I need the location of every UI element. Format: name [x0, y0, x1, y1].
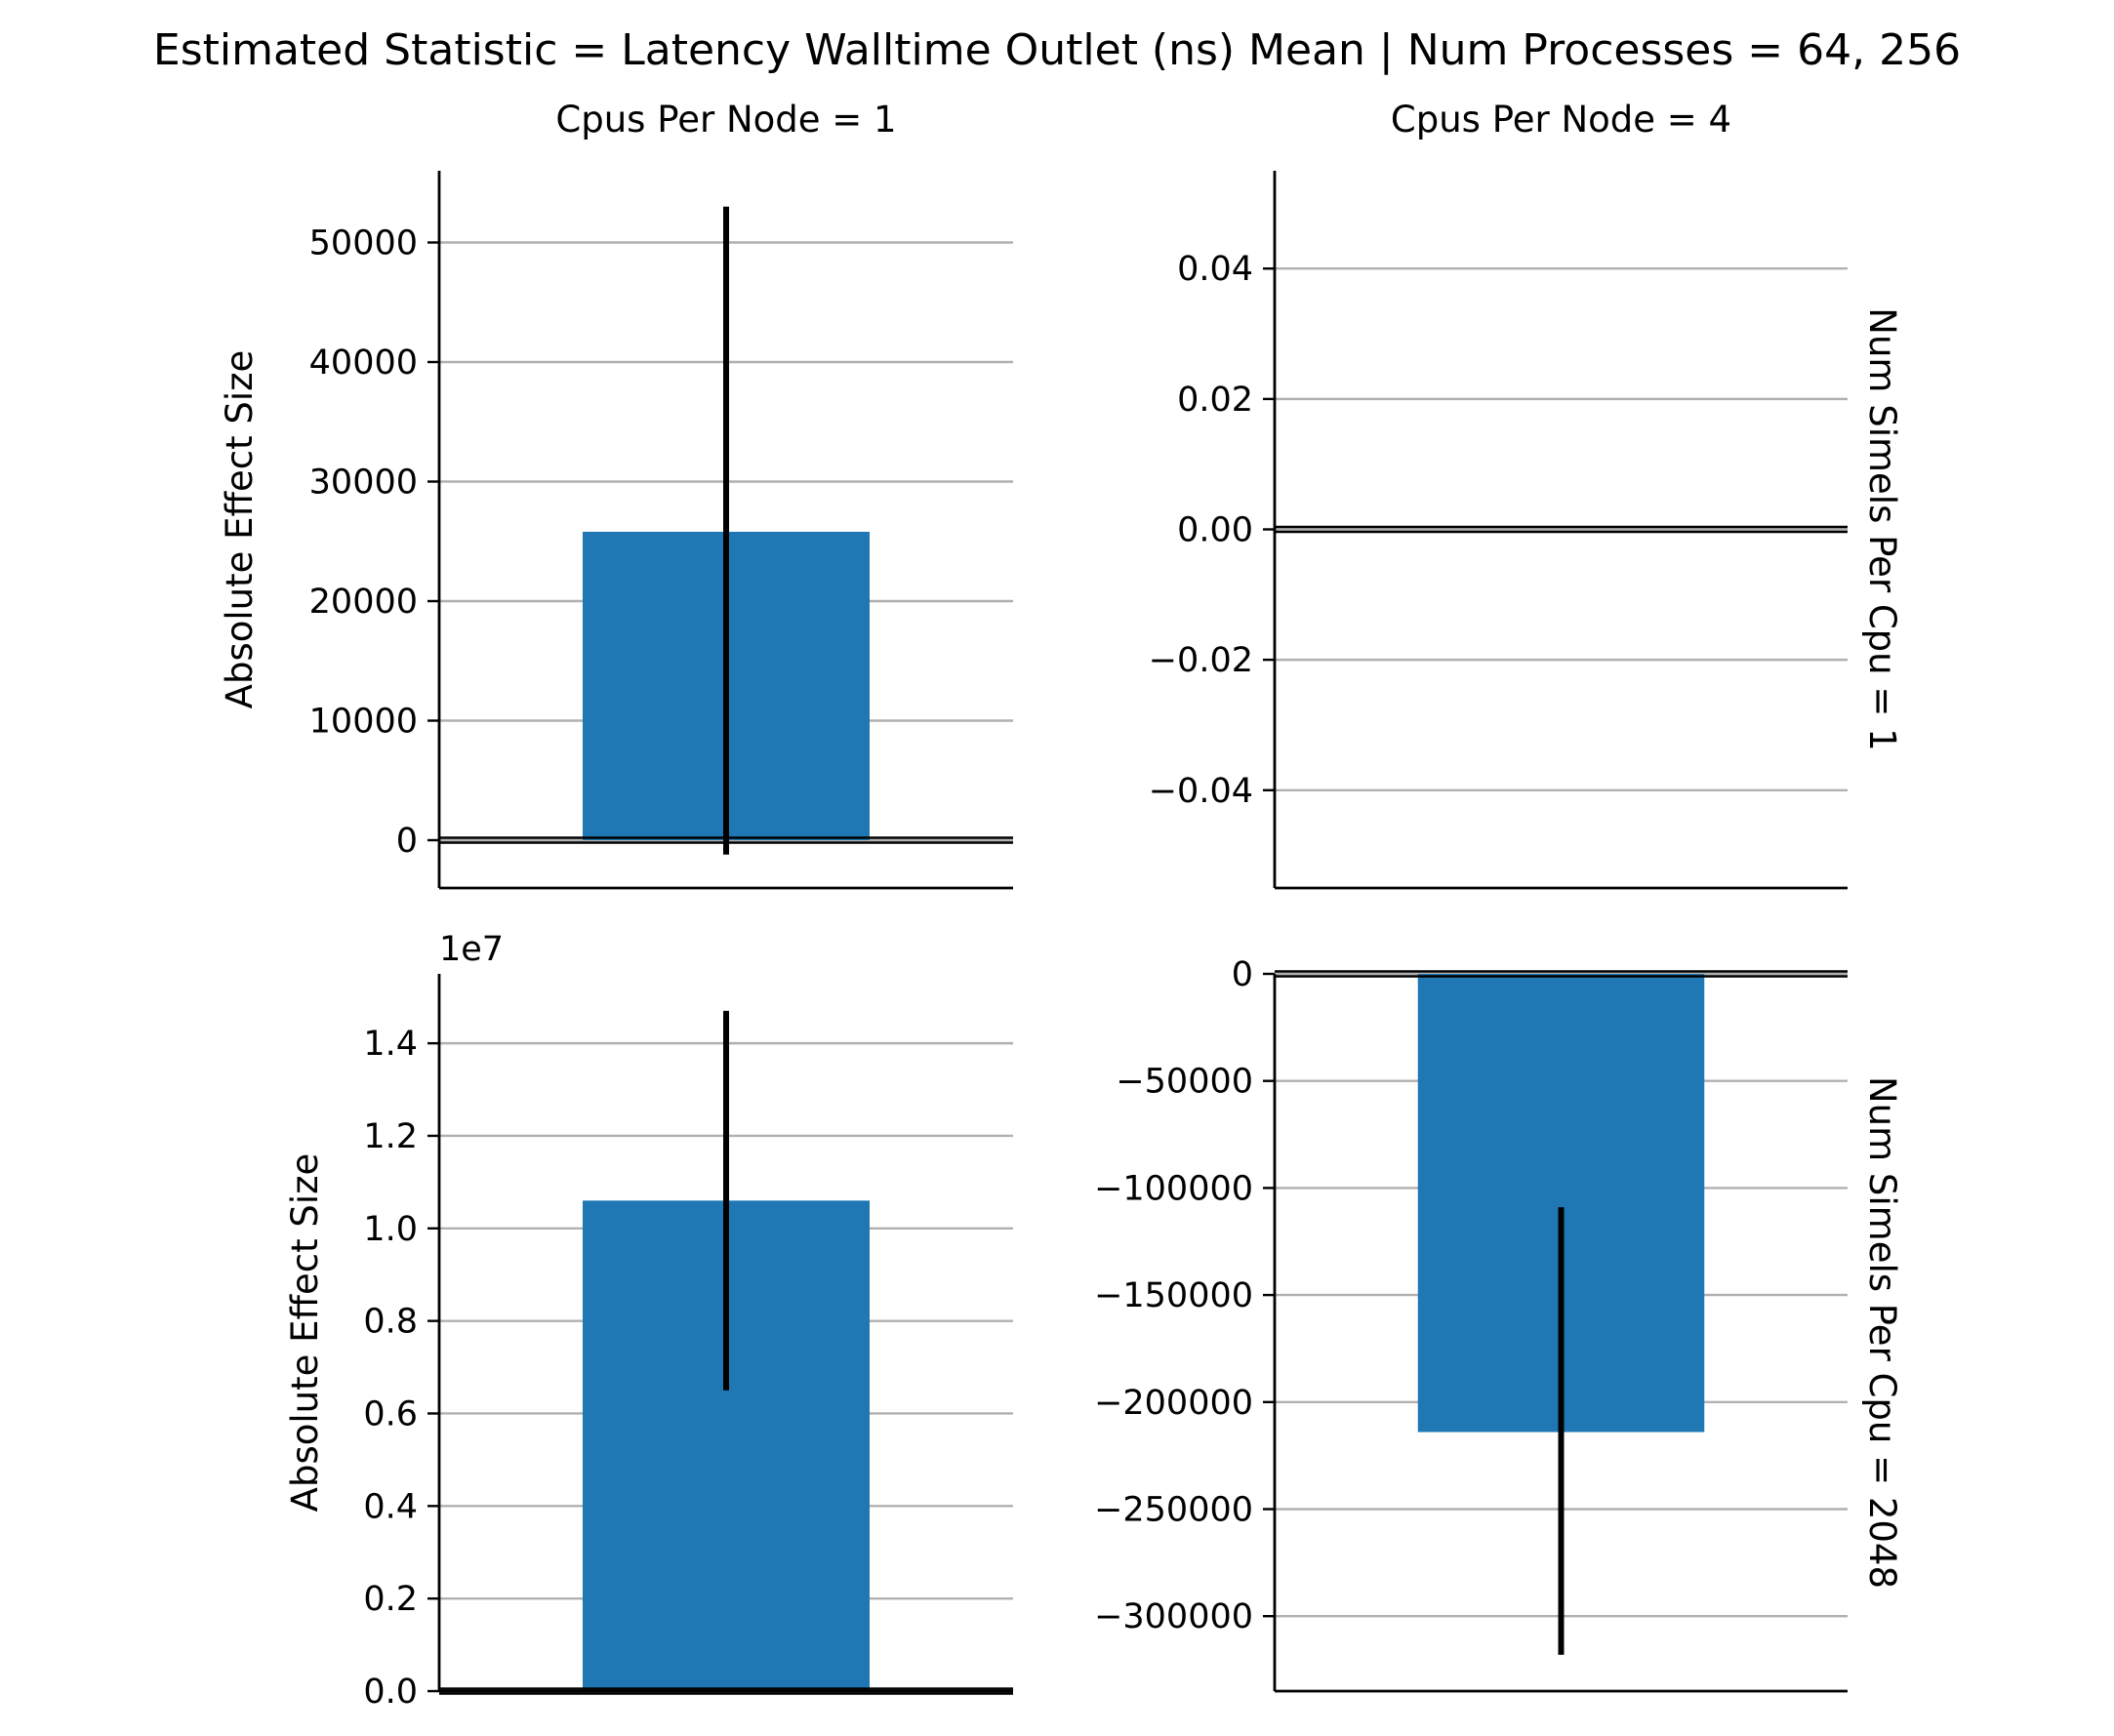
y-tick-label: 0.6: [363, 1394, 418, 1433]
y-axis-label: Absolute Effect Size: [219, 350, 261, 709]
y-tick-label: −0.02: [1149, 641, 1253, 680]
y-tick-label: 50000: [309, 224, 418, 263]
y-tick-label: 0: [1232, 955, 1253, 994]
y-tick-label: −150000: [1094, 1276, 1253, 1315]
panels: 0 10000 20000 30000 40000 50000 Cpus Per Node …: [219, 99, 1903, 1712]
panel-title: Cpus Per Node = 4: [1391, 99, 1731, 141]
y-tick-label: 0.4: [363, 1487, 418, 1526]
y-tick-label: 0: [396, 822, 418, 861]
y-tick-label: 10000: [309, 703, 418, 742]
y-tick-label: 0.00: [1177, 511, 1253, 550]
y-tick-label: 40000: [309, 343, 418, 383]
y-tick-label: 0.0: [363, 1673, 418, 1712]
y-tick-label: 1.0: [363, 1210, 418, 1249]
y-tick-label: 0.8: [363, 1303, 418, 1342]
y-tick-label: −50000: [1116, 1063, 1253, 1102]
y-tick-label: 0.04: [1177, 250, 1253, 289]
y-tick-label: −0.04: [1149, 772, 1253, 811]
y-tick-label: −250000: [1094, 1491, 1253, 1530]
panel-title: Cpus Per Node = 1: [555, 99, 896, 141]
y-tick-label: 0.02: [1177, 381, 1253, 420]
y-tick-label: −100000: [1094, 1169, 1253, 1208]
y-tick-label: 1.4: [363, 1025, 418, 1064]
y-offset-label: 1e7: [439, 930, 504, 969]
y-tick-label: −300000: [1094, 1597, 1253, 1636]
y-tick-label: −200000: [1094, 1384, 1253, 1423]
panel-3: 0.0 0.2 0.4 0.6 0.8 1.0 1.2 1.4 1e7 Absolute Effe…: [284, 930, 1013, 1712]
panel-2: −0.04 −0.02 0.00 0.02 0.04 Cpus Per Node = 4 N…: [1149, 99, 1903, 890]
row-label: Num Simels Per Cpu = 2048: [1861, 1076, 1903, 1589]
row-label: Num Simels Per Cpu = 1: [1861, 307, 1903, 750]
panel-1: 0 10000 20000 30000 40000 50000 Cpus Per Node …: [219, 99, 1013, 890]
chart-title: Estimated Statistic = Latency Walltime O…: [153, 25, 1961, 75]
y-tick-label: 20000: [309, 583, 418, 622]
y-axis-label: Absolute Effect Size: [284, 1153, 326, 1513]
panel-4: −300000 −250000 −200000 −150000 −100000 −5000…: [1094, 955, 1903, 1693]
y-tick-label: 30000: [309, 464, 418, 503]
y-tick-label: 0.2: [363, 1580, 418, 1619]
y-tick-label: 1.2: [363, 1117, 418, 1156]
